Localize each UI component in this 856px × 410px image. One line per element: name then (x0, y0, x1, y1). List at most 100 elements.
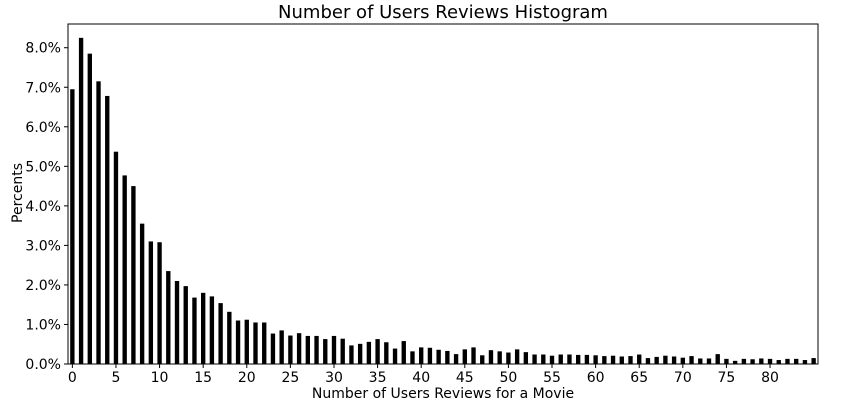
x-tick-label: 0 (68, 370, 77, 386)
bar-29 (323, 339, 328, 364)
bar-37 (392, 348, 398, 364)
y-axis-ticks: 0.0% 1.0% 2.0% 3.0% 4.0% 5.0% 6.0% 7.0% 8.0% (25, 41, 68, 373)
bar-51 (514, 349, 520, 364)
bar-35 (375, 339, 380, 364)
bar-38 (401, 341, 406, 364)
bar-49 (497, 351, 502, 364)
y-axis-label: Percents (10, 163, 26, 223)
x-tick-label: 10 (151, 370, 169, 386)
y-tick-label: 1.0% (25, 317, 61, 333)
y-tick-label: 0.0% (25, 357, 61, 373)
bar-1 (78, 37, 84, 364)
x-tick-label: 65 (630, 370, 648, 386)
bar-60 (593, 355, 598, 364)
bar-3 (96, 81, 101, 364)
bar-4 (105, 95, 110, 364)
y-tick-label: 4.0% (25, 199, 61, 215)
bar-24 (279, 330, 284, 364)
bar-74 (715, 354, 720, 364)
bar-61 (602, 356, 607, 364)
bar-44 (453, 354, 459, 364)
bar-78 (750, 359, 755, 364)
x-tick-label: 60 (587, 370, 605, 386)
x-tick-label: 35 (369, 370, 387, 386)
bar-22 (262, 322, 267, 364)
bar-50 (506, 352, 511, 364)
x-tick-label: 80 (761, 370, 779, 386)
bar-70 (680, 357, 686, 364)
x-tick-label: 25 (281, 370, 299, 386)
y-tick-label: 3.0% (25, 238, 61, 254)
x-axis-label: Number of Users Reviews for a Movie (312, 386, 574, 402)
x-tick-label: 75 (718, 370, 736, 386)
bar-14 (192, 297, 197, 364)
x-tick-label: 50 (499, 370, 517, 386)
bar-79 (759, 358, 764, 364)
bar-26 (296, 333, 302, 364)
x-axis-ticks: 0 5 10 15 20 25 30 35 40 45 50 55 60 65 70 75 80 (68, 364, 779, 386)
bar-57 (567, 354, 572, 364)
bar-46 (471, 347, 476, 364)
bar-39 (410, 351, 415, 364)
bar-43 (445, 350, 450, 364)
bar-53 (532, 354, 537, 364)
y-tick-label: 5.0% (25, 159, 61, 175)
bar-28 (314, 335, 319, 364)
bar-85 (811, 358, 816, 364)
x-tick-label: 45 (456, 370, 474, 386)
bar-65 (637, 354, 642, 364)
bar-2 (87, 53, 92, 365)
bar-9 (148, 241, 154, 364)
y-tick-label: 2.0% (25, 278, 61, 294)
bar-25 (288, 335, 293, 364)
bar-67 (654, 356, 659, 364)
bar-82 (785, 358, 790, 364)
bar-64 (628, 356, 633, 364)
bar-55 (549, 355, 555, 364)
x-tick-label: 5 (112, 370, 121, 386)
bar-69 (671, 356, 677, 364)
x-tick-label: 55 (543, 370, 561, 386)
y-tick-label: 8.0% (25, 41, 61, 57)
bar-30 (331, 335, 337, 364)
bar-7 (131, 186, 136, 364)
bar-59 (584, 354, 590, 364)
bar-72 (698, 358, 703, 364)
bar-66 (645, 358, 651, 364)
bar-81 (776, 360, 781, 364)
bar-58 (575, 354, 581, 364)
bar-20 (244, 319, 249, 364)
bar-42 (436, 349, 441, 364)
bar-84 (802, 360, 808, 364)
bar-12 (174, 280, 180, 364)
y-tick-label: 6.0% (25, 120, 61, 136)
bar-45 (462, 349, 467, 364)
x-tick-label: 70 (674, 370, 692, 386)
bar-31 (340, 338, 345, 364)
bar-13 (183, 286, 188, 364)
bar-36 (384, 342, 389, 364)
bar-8 (139, 223, 145, 364)
bar-76 (732, 360, 738, 364)
bar-15 (200, 292, 206, 364)
bar-10 (157, 242, 162, 364)
bar-41 (427, 347, 433, 364)
bar-21 (253, 322, 258, 364)
bar-19 (235, 320, 241, 364)
x-tick-label: 40 (412, 370, 430, 386)
bar-33 (357, 343, 363, 364)
bar-18 (227, 311, 232, 364)
plot-frame (67, 23, 819, 365)
bar-40 (419, 347, 424, 364)
chart-title: Number of Users Reviews Histogram (278, 2, 608, 23)
bar-80 (767, 358, 773, 364)
bar-17 (218, 303, 223, 364)
bar-5 (113, 151, 119, 364)
bar-0 (70, 89, 75, 365)
bar-54 (541, 354, 546, 364)
bar-63 (619, 356, 624, 364)
bar-48 (488, 350, 494, 364)
bar-62 (610, 355, 616, 364)
bar-32 (349, 345, 354, 364)
